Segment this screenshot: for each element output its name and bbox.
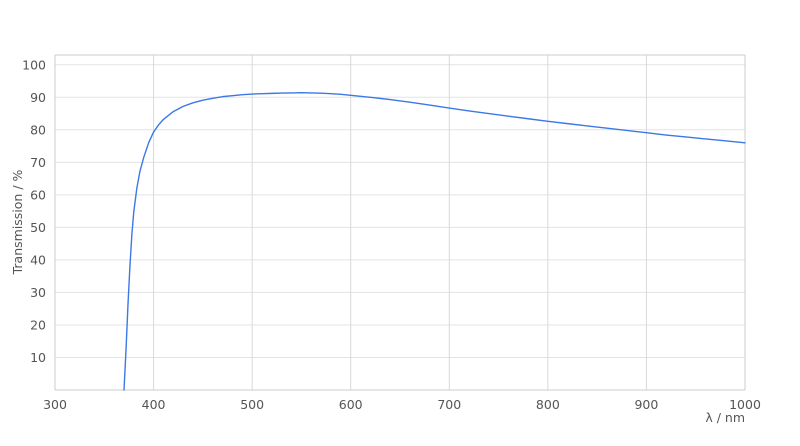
x-tick-label: 500 xyxy=(240,397,264,412)
x-tick-label: 1000 xyxy=(729,397,761,412)
grid-lines xyxy=(55,55,745,390)
y-tick-label: 30 xyxy=(30,285,46,300)
y-tick-label: 90 xyxy=(30,90,46,105)
y-axis-title: Transmission / % xyxy=(10,169,25,275)
plot-frame xyxy=(54,54,746,391)
y-tick-label: 70 xyxy=(30,155,46,170)
y-tick-label: 40 xyxy=(30,252,46,267)
y-tick-label: 80 xyxy=(30,122,46,137)
data-series-layer xyxy=(123,92,746,391)
x-tick-label: 900 xyxy=(634,397,658,412)
series-line-0 xyxy=(123,92,746,391)
y-axis-tick-labels: 10 20 30 40 50 60 70 80 90 100 xyxy=(22,57,46,365)
y-tick-label: 100 xyxy=(22,57,46,72)
y-tick-label: 20 xyxy=(30,317,46,332)
x-tick-label: 700 xyxy=(437,397,461,412)
y-tick-label: 10 xyxy=(30,350,46,365)
x-tick-label: 600 xyxy=(339,397,363,412)
x-axis-title: λ / nm xyxy=(705,410,745,425)
x-axis-tick-labels: 300 400 500 600 700 800 900 1000 xyxy=(43,397,761,412)
y-tick-label: 60 xyxy=(30,187,46,202)
x-tick-label: 400 xyxy=(142,397,166,412)
x-tick-label: 800 xyxy=(536,397,560,412)
x-tick-label: 300 xyxy=(43,397,67,412)
y-tick-label: 50 xyxy=(30,220,46,235)
